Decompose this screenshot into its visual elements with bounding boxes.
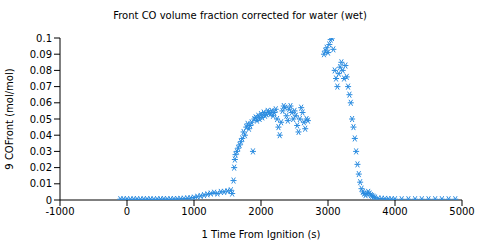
svg-text:0.02: 0.02 — [30, 162, 52, 173]
svg-text:0.01: 0.01 — [30, 178, 52, 189]
html-text:Front CO volume fraction corre: Front CO volume fraction corrected for w… — [113, 10, 367, 21]
svg-text:9 COFront (mol/mol): 9 COFront (mol/mol) — [8, 68, 15, 169]
svg-text:-1000: -1000 — [45, 206, 74, 217]
svg-text:1000: 1000 — [181, 206, 206, 217]
svg-text:5000: 5000 — [449, 206, 472, 217]
svg-text:0.07: 0.07 — [30, 81, 52, 92]
svg-text:0.03: 0.03 — [30, 146, 52, 157]
svg-text:4000: 4000 — [382, 206, 407, 217]
svg-text:3000: 3000 — [315, 206, 340, 217]
svg-text:1 Time From Ignition (s): 1 Time From Ignition (s) — [202, 229, 321, 240]
svg-text:0.04: 0.04 — [30, 130, 52, 141]
svg-text:0.08: 0.08 — [30, 65, 52, 76]
svg-text:2000: 2000 — [248, 206, 273, 217]
svg-text:0: 0 — [46, 195, 52, 206]
svg-text:0: 0 — [124, 206, 130, 217]
svg-text:0.05: 0.05 — [30, 114, 52, 125]
svg-text:0.09: 0.09 — [30, 49, 52, 60]
svg-text:0.1: 0.1 — [36, 33, 52, 44]
svg-text:0.06: 0.06 — [30, 97, 52, 108]
